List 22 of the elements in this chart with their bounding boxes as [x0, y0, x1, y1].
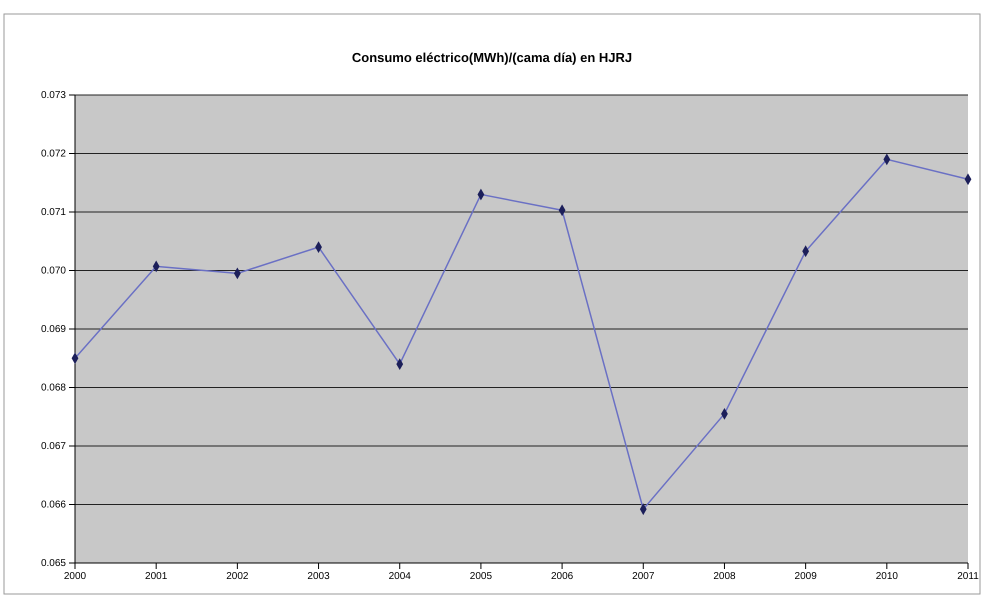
y-tick-label: 0.065 [40, 558, 66, 570]
x-tick-label: 2004 [388, 571, 412, 582]
y-tick-label: 0.067 [40, 441, 66, 452]
y-tick-label: 0.069 [40, 324, 66, 336]
y-tick-label: 0.066 [40, 500, 66, 511]
chart-title: Consumo eléctrico(MWh)/(cama día) en HJRJ [352, 50, 632, 65]
x-tick-label: 2011 [957, 571, 980, 582]
x-tick-label: 2008 [713, 571, 736, 582]
x-tick-label: 2009 [794, 571, 818, 582]
x-tick-label: 2010 [876, 571, 898, 582]
y-tick-label: 0.072 [40, 148, 66, 160]
x-tick-label: 2005 [470, 571, 492, 582]
y-tick-label: 0.068 [40, 382, 66, 394]
x-tick-label: 2000 [64, 571, 87, 582]
x-tick-label: 2001 [145, 571, 168, 582]
x-tick-label: 2007 [632, 571, 655, 582]
y-tick-label: 0.073 [40, 90, 66, 102]
y-tick-label: 0.070 [40, 266, 66, 277]
x-tick-label: 2002 [226, 571, 249, 582]
x-tick-label: 2006 [550, 571, 574, 582]
y-tick-label: 0.071 [40, 207, 66, 218]
x-tick-label: 2003 [307, 571, 330, 582]
